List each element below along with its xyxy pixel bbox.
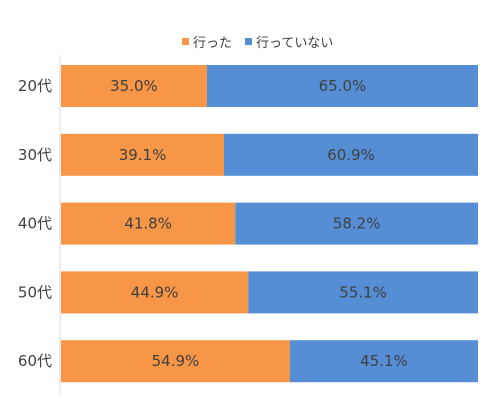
bar-segment-not-went: [206, 65, 478, 107]
category-label: 30代: [18, 146, 52, 164]
bar-segment-not-went: [235, 202, 478, 245]
bar-segment-went: [61, 271, 249, 314]
legend: 行った 行っていない: [182, 36, 333, 51]
bar-segment-went: [61, 65, 207, 107]
legend-label-went: 行った: [193, 36, 232, 51]
bar-segment-not-went: [224, 133, 478, 176]
bars-group: 20代 35.0% 65.0% 30代 39.1% 60.9% 40代 41.8% 58.2% 5…: [18, 65, 478, 383]
data-label: 58.2%: [333, 215, 381, 233]
data-label: 35.0%: [110, 77, 158, 95]
bar-segment-went: [61, 133, 225, 176]
data-label: 45.1%: [360, 352, 408, 370]
category-label: 40代: [18, 215, 52, 233]
data-label: 41.8%: [124, 215, 172, 233]
category-label: 60代: [18, 352, 52, 370]
category-label: 20代: [18, 77, 52, 95]
bar-segment-not-went: [289, 340, 478, 383]
data-label: 44.9%: [131, 283, 179, 301]
legend-swatch-went: [182, 38, 189, 45]
bar-segment-not-went: [248, 271, 478, 314]
legend-swatch-not-went: [245, 38, 252, 45]
legend-label-not-went: 行っていない: [256, 36, 333, 51]
data-label: 60.9%: [327, 146, 375, 164]
bar-segment-went: [61, 202, 236, 245]
data-label: 39.1%: [119, 146, 167, 164]
data-label: 55.1%: [339, 283, 387, 301]
bar-segment-went: [61, 340, 290, 383]
data-label: 65.0%: [319, 77, 367, 95]
data-label: 54.9%: [152, 352, 200, 370]
category-label: 50代: [18, 283, 52, 301]
